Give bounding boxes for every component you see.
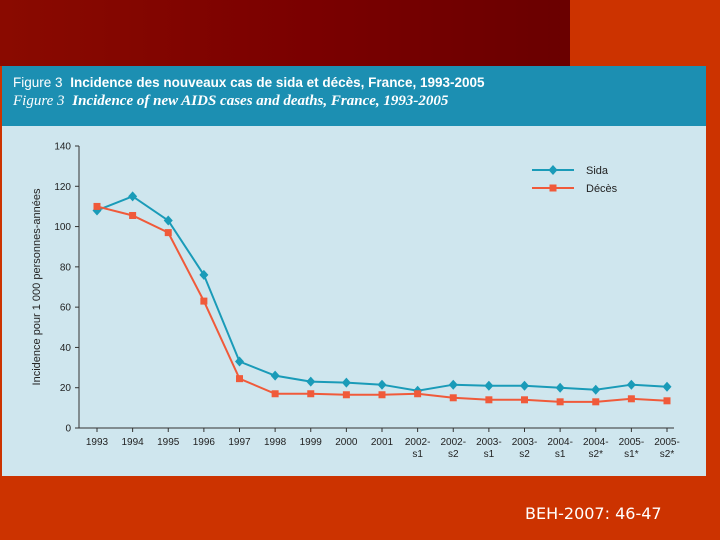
x-tick-label: 2003- <box>476 437 502 448</box>
y-tick-label: 80 <box>60 262 72 273</box>
x-tick-label: s1 <box>555 449 566 460</box>
data-point-deces <box>449 394 457 402</box>
figure-number-en: Figure 3 <box>13 93 65 109</box>
figure-panel: Figure 3 Incidence des nouveaux cas de s… <box>2 66 706 476</box>
x-tick-label: 2002- <box>440 437 466 448</box>
x-tick-label: s2 <box>448 449 459 460</box>
data-point-sida <box>128 191 138 202</box>
x-tick-label: 1996 <box>193 437 216 448</box>
data-point-deces <box>271 390 279 398</box>
figure-header: Figure 3 Incidence des nouveaux cas de s… <box>2 66 706 126</box>
y-tick-label: 40 <box>60 343 72 354</box>
figure-title-en-text: Incidence of new AIDS cases and deaths, … <box>72 93 449 109</box>
y-tick-label: 0 <box>65 424 71 435</box>
data-point-deces <box>129 211 137 219</box>
x-tick-label: 2004- <box>547 437 573 448</box>
data-point-deces <box>164 229 172 237</box>
figure-title-en: Figure 3 Incidence of new AIDS cases and… <box>13 93 448 110</box>
data-point-deces <box>414 390 422 398</box>
figure-number-fr: Figure 3 <box>13 75 63 90</box>
data-point-deces <box>93 202 101 210</box>
data-point-deces <box>485 396 493 404</box>
legend-label: Sida <box>586 165 609 177</box>
line-chart: 0 20 40 60 80 100 120 140 Incidence pour 1 000 p… <box>31 142 680 461</box>
data-point-deces <box>342 391 350 399</box>
data-point-sida <box>662 381 672 392</box>
x-tick-label: 1995 <box>157 437 180 448</box>
y-tick-label: 140 <box>54 142 71 153</box>
data-point-sida <box>235 356 244 367</box>
series-line-deces <box>96 205 668 403</box>
data-point-deces <box>556 398 564 406</box>
data-point-deces <box>307 390 315 398</box>
data-point-sida <box>626 379 636 390</box>
title-band <box>0 0 570 66</box>
data-point-sida <box>341 377 351 388</box>
data-point-deces <box>592 398 600 406</box>
x-tick-label: 2005- <box>654 437 680 448</box>
source-reference: BEH-2007: 46-47 <box>525 504 662 523</box>
data-point-sida <box>591 384 601 395</box>
series-line-sida <box>96 195 668 392</box>
y-tick-label: 20 <box>60 383 72 394</box>
x-tick-label: 2002- <box>405 437 431 448</box>
data-point-deces <box>663 397 671 405</box>
data-point-sida <box>520 380 529 391</box>
data-point-deces <box>200 297 208 305</box>
x-tick-label: 1999 <box>300 437 323 448</box>
x-tick-label: 1993 <box>86 437 109 448</box>
x-tick-label: s1 <box>484 449 495 460</box>
data-point-deces <box>627 395 635 403</box>
figure-title-fr-text: Incidence des nouveaux cas de sida et dé… <box>70 75 485 90</box>
x-tick-label: s2* <box>660 449 675 460</box>
data-point-sida <box>306 376 316 387</box>
data-point-deces <box>236 375 243 383</box>
data-point-sida <box>199 269 209 280</box>
x-tick-label: s2* <box>589 449 604 460</box>
data-point-sida <box>555 382 565 393</box>
data-point-sida <box>270 370 280 381</box>
figure-title-fr: Figure 3 Incidence des nouveaux cas de s… <box>13 75 485 90</box>
data-point-deces <box>521 396 528 404</box>
data-point-sida <box>377 379 387 390</box>
y-tick-label: 120 <box>54 182 71 193</box>
y-axis-label: Incidence pour 1 000 personnes-années <box>31 188 43 385</box>
data-point-deces <box>378 391 386 399</box>
x-tick-label: 2003- <box>512 437 538 448</box>
x-tick-label: s1* <box>624 449 639 460</box>
x-tick-label: 2005- <box>619 437 645 448</box>
data-point-sida <box>484 380 494 391</box>
legend-marker-deces <box>549 184 557 192</box>
x-tick-label: s2 <box>519 449 530 460</box>
legend-marker-sida <box>548 165 558 175</box>
x-tick-label: 2000 <box>335 437 358 448</box>
legend-label: Décès <box>586 183 618 195</box>
x-tick-label: s1 <box>412 449 423 460</box>
data-point-sida <box>448 379 458 390</box>
y-tick-label: 60 <box>60 303 72 314</box>
x-tick-label: 2001 <box>371 437 394 448</box>
x-tick-label: 2004- <box>583 437 609 448</box>
data-point-sida <box>163 215 173 226</box>
x-tick-label: 1997 <box>228 437 251 448</box>
x-tick-label: 1998 <box>264 437 287 448</box>
y-tick-label: 100 <box>54 222 71 233</box>
x-tick-label: 1994 <box>122 437 145 448</box>
